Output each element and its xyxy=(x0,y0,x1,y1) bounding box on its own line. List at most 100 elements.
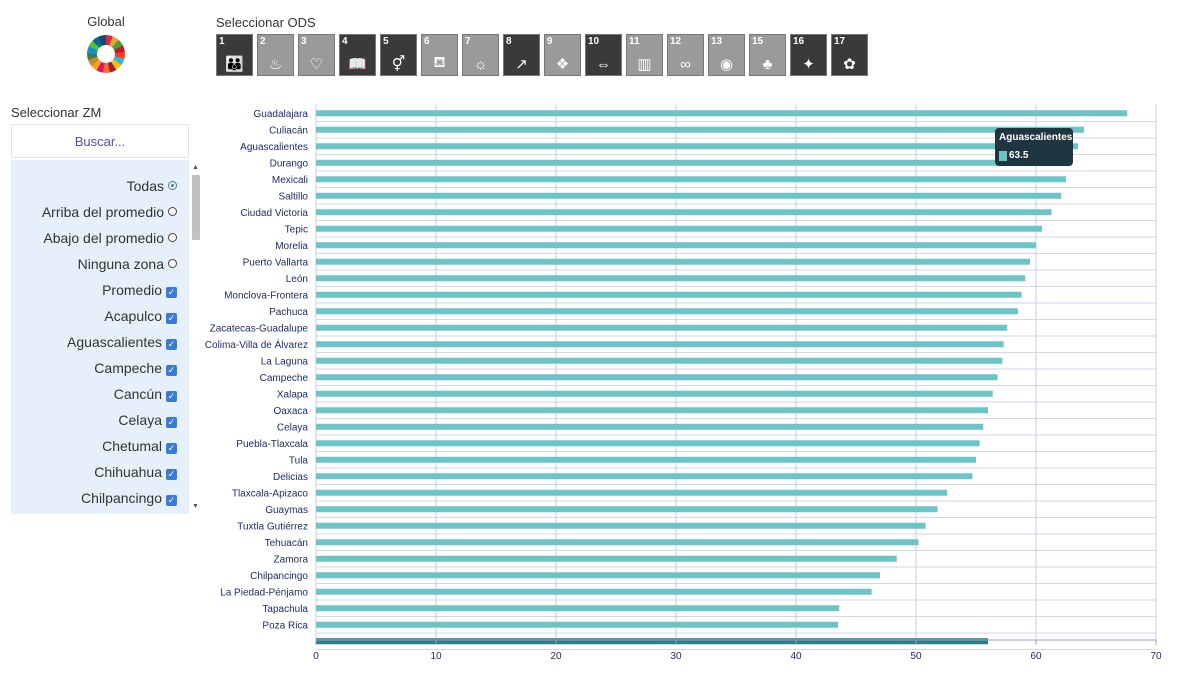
bar-Tehuacán xyxy=(316,539,919,546)
category-label: Colima-Villa de Álvarez xyxy=(205,338,308,351)
ods-number: 11 xyxy=(629,36,640,47)
radio-button[interactable] xyxy=(168,181,177,190)
gender-icon: ⚥ xyxy=(391,56,406,73)
zm-list-item[interactable]: Promedio ✓ xyxy=(11,277,189,303)
ods-number: 12 xyxy=(670,36,682,47)
zm-item-label: Abajo del promedio xyxy=(43,230,164,246)
ods-tile-10[interactable]: 10 ⇔ xyxy=(585,34,622,76)
zm-list-item[interactable]: Acapulco ✓ xyxy=(11,303,189,329)
zm-list-item[interactable]: Chetumal ✓ xyxy=(11,433,189,459)
category-label: Tula xyxy=(289,455,309,466)
zm-list-item[interactable]: Chilpancingo ✓ xyxy=(11,485,189,511)
ods-number: 2 xyxy=(260,36,266,47)
category-label: Mexicali xyxy=(272,175,308,186)
tooltip-zone-name: Aguascalientes xyxy=(999,132,1073,143)
eye-icon: ◉ xyxy=(719,56,734,73)
x-tick-label: 70 xyxy=(1150,651,1162,662)
ods-tile-9[interactable]: 9 ❖ xyxy=(544,34,581,76)
checkbox[interactable]: ✓ xyxy=(166,313,177,324)
radio-button[interactable] xyxy=(168,207,177,216)
ods-tile-2[interactable]: 2 ♨ xyxy=(257,34,294,76)
list-scrollbar[interactable]: ▲ ▼ xyxy=(190,160,202,514)
zm-list-item[interactable]: Celaya ✓ xyxy=(11,407,189,433)
zm-list-item[interactable]: Arriba del promedio xyxy=(11,199,189,225)
category-label: Pachuca xyxy=(269,307,308,318)
zm-list-item[interactable]: Todas xyxy=(11,173,189,199)
checkbox[interactable]: ✓ xyxy=(166,443,177,454)
scrollbar-thumb[interactable] xyxy=(192,175,200,240)
bar-León xyxy=(316,275,1026,282)
ods-tile-13[interactable]: 13 ◉ xyxy=(708,34,745,76)
checkbox[interactable]: ✓ xyxy=(166,417,177,428)
checkbox[interactable]: ✓ xyxy=(166,469,177,480)
tooltip-value: 63.5 xyxy=(1009,150,1029,161)
global-selector[interactable]: Global xyxy=(78,14,134,73)
ods-number: 6 xyxy=(424,36,430,47)
bar-Saltillo xyxy=(316,192,1062,199)
ods-tile-6[interactable]: 6 ⛾ xyxy=(421,34,458,76)
scroll-up-icon[interactable]: ▲ xyxy=(192,164,199,171)
category-label: La Piedad-Pénjamo xyxy=(220,587,308,598)
ods-tile-5[interactable]: 5 ⚥ xyxy=(380,34,417,76)
category-label: Tlaxcala-Apizaco xyxy=(232,488,309,499)
zm-item-label: Aguascalientes xyxy=(67,334,162,350)
checkbox[interactable]: ✓ xyxy=(166,287,177,298)
zm-item-label: Todas xyxy=(126,178,164,194)
ods-tile-15[interactable]: 15 ♣ xyxy=(749,34,786,76)
ods-tile-3[interactable]: 3 ♡ xyxy=(298,34,335,76)
zm-item-label: Chihuahua xyxy=(94,464,162,480)
bar-La Laguna xyxy=(316,357,1003,364)
bar-Puerto Vallarta xyxy=(316,258,1030,265)
zm-title: Seleccionar ZM xyxy=(11,105,102,120)
ods-number: 9 xyxy=(547,36,553,47)
x-tick-label: 40 xyxy=(790,651,802,662)
scroll-down-icon[interactable]: ▼ xyxy=(192,503,199,510)
category-label: Aguascalientes xyxy=(240,142,308,153)
zm-list-item[interactable]: Ninguna zona xyxy=(11,251,189,277)
bar-Zacatecas-Guadalupe xyxy=(316,324,1008,331)
checkbox[interactable]: ✓ xyxy=(166,391,177,402)
checkbox[interactable]: ✓ xyxy=(166,365,177,376)
zm-list-item[interactable]: Campeche ✓ xyxy=(11,355,189,381)
zm-item-label: Celaya xyxy=(118,412,162,428)
category-label: Puerto Vallarta xyxy=(243,257,309,268)
bar-Puebla-Tlaxcala xyxy=(316,440,980,447)
radio-button[interactable] xyxy=(168,259,177,268)
category-label: Saltillo xyxy=(279,191,309,202)
water-icon: ⛾ xyxy=(433,54,446,71)
category-label: Guadalajara xyxy=(254,109,309,120)
radio-button[interactable] xyxy=(168,233,177,242)
ods-number: 16 xyxy=(793,36,805,47)
ods-tile-4[interactable]: 4 📖 xyxy=(339,34,376,76)
search-input[interactable]: Buscar... xyxy=(11,124,189,158)
ods-tile-11[interactable]: 11 ▥ xyxy=(626,34,663,76)
equality-icon: ⇔ xyxy=(596,56,611,73)
ods-tile-12[interactable]: 12 ∞ xyxy=(667,34,704,76)
bar-Guadalajara xyxy=(316,110,1128,117)
bar-Campeche xyxy=(316,374,998,381)
category-label: Monclova-Frontera xyxy=(224,290,308,301)
ods-tile-16[interactable]: 16 ✦ xyxy=(790,34,827,76)
ods-number: 10 xyxy=(588,36,600,47)
bowl-icon: ♨ xyxy=(268,56,283,73)
chart-tooltip: Aguascalientes 63.5 xyxy=(995,128,1073,166)
ods-tile-1[interactable]: 1 👪 xyxy=(216,34,253,76)
zm-list-item[interactable]: Aguascalientes ✓ xyxy=(11,329,189,355)
zm-item-label: Promedio xyxy=(102,282,162,298)
x-tick-label: 10 xyxy=(430,651,442,662)
checkbox[interactable]: ✓ xyxy=(166,495,177,506)
sun-icon: ☼ xyxy=(473,56,488,73)
zm-list-item[interactable]: Abajo del promedio xyxy=(11,225,189,251)
x-tick-label: 30 xyxy=(670,651,682,662)
category-label: Zacatecas-Guadalupe xyxy=(210,323,309,334)
zm-list-item[interactable]: Cancún ✓ xyxy=(11,381,189,407)
zm-list-item[interactable]: Chihuahua ✓ xyxy=(11,459,189,485)
partnership-icon: ✿ xyxy=(843,56,856,73)
sdg-wheel-icon[interactable] xyxy=(87,35,125,73)
ods-tile-17[interactable]: 17 ✿ xyxy=(831,34,868,76)
checkbox[interactable]: ✓ xyxy=(166,339,177,350)
family-icon: 👪 xyxy=(225,56,244,73)
bar-Zamora xyxy=(316,555,897,562)
ods-tile-8[interactable]: 8 ↗ xyxy=(503,34,540,76)
ods-tile-7[interactable]: 7 ☼ xyxy=(462,34,499,76)
